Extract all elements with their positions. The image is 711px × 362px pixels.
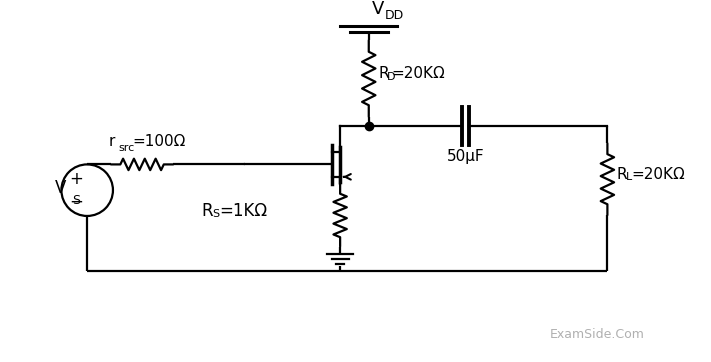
Text: R: R (378, 66, 389, 81)
Text: D: D (387, 72, 395, 81)
Text: =1KΩ: =1KΩ (219, 202, 267, 220)
Text: R: R (617, 167, 628, 182)
Text: R: R (202, 202, 213, 220)
Text: =20KΩ: =20KΩ (631, 167, 685, 182)
Text: 50μF: 50μF (447, 149, 485, 164)
Text: −: − (69, 193, 82, 211)
Text: src: src (118, 143, 134, 153)
Text: S: S (212, 209, 220, 219)
Text: =100Ω: =100Ω (132, 134, 186, 149)
Text: S: S (72, 194, 80, 207)
Text: +: + (69, 170, 82, 188)
Text: V: V (372, 0, 384, 18)
Text: ExamSide.Com: ExamSide.Com (550, 328, 645, 341)
Text: L: L (626, 172, 632, 182)
Text: =20KΩ: =20KΩ (392, 66, 445, 81)
Text: r: r (109, 134, 115, 149)
Text: DD: DD (385, 9, 405, 22)
Text: V: V (55, 179, 66, 197)
